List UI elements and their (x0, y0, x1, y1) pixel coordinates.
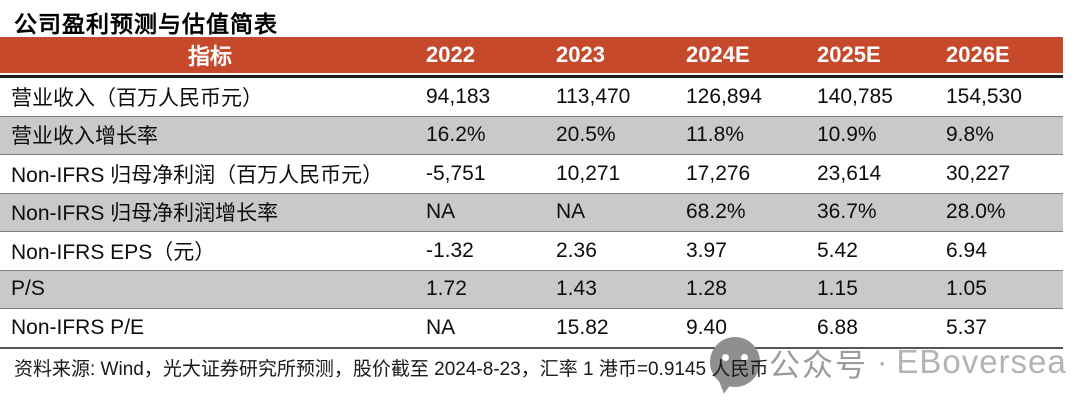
watermark-separator: · (877, 344, 888, 379)
row-label: P/S (11, 277, 45, 301)
row-value: 17,276 (686, 161, 751, 185)
watermark: 公众号 · EBoversea (710, 337, 1067, 387)
row-value: 1.28 (686, 277, 727, 301)
row-label: Non-IFRS 归母净利润（百万人民币元） (11, 163, 384, 187)
row-value: 16.2% (426, 123, 486, 147)
row-value: NA (556, 200, 586, 224)
row-value: NA (426, 200, 456, 224)
row-value: 10.9% (817, 123, 877, 147)
row-value: 6.88 (817, 315, 858, 339)
row-value: 68.2% (686, 200, 746, 224)
row-value: 5.42 (817, 238, 858, 262)
row-value: 126,894 (686, 84, 762, 108)
row-value: 154,530 (946, 84, 1022, 108)
table-header-row: 指标 2022 2023 2024E 2025E 2026E (0, 37, 1063, 73)
row-value: -5,751 (426, 161, 486, 185)
row-value: 28.0% (946, 200, 1006, 224)
row-value: 10,271 (556, 161, 621, 185)
watermark-label: 公众号 (769, 347, 868, 383)
table-row: 营业收入（百万人民币元） 94,183 113,470 126,894 140,785 1… (0, 77, 1063, 116)
forecast-valuation-table: 指标 2022 2023 2024E 2025E 2026E 营业收入（百万人民币元） 9… (0, 37, 1063, 349)
row-value: 9.8% (946, 123, 994, 147)
table-row: Non-IFRS 归母净利润增长率 NA NA 68.2% 36.7% 28.0% (0, 193, 1063, 232)
header-underline (0, 75, 1063, 78)
row-value: 36.7% (817, 200, 877, 224)
table-row: Non-IFRS P/E NA 15.82 9.40 6.88 5.37 (0, 308, 1063, 347)
table-row: Non-IFRS 归母净利润（百万人民币元） -5,751 10,271 17,276… (0, 154, 1063, 193)
table-row: P/S 1.72 1.43 1.28 1.15 1.05 (0, 270, 1063, 309)
row-value: 140,785 (817, 84, 893, 108)
row-value: 94,183 (426, 84, 491, 108)
row-value: NA (426, 315, 456, 339)
header-year: 2026E (946, 42, 1010, 67)
row-value: 6.94 (946, 238, 987, 262)
header-year: 2025E (817, 42, 881, 67)
source-note: 资料来源: Wind，光大证券研究所预测，股价截至 2024-8-23，汇率 1… (14, 359, 769, 380)
header-indicator: 指标 (187, 44, 232, 69)
row-value: 30,227 (946, 161, 1011, 185)
row-value: 2.36 (556, 238, 597, 262)
row-label: 营业收入（百万人民币元） (11, 86, 263, 110)
row-value: 23,614 (817, 161, 882, 185)
row-label: 营业收入增长率 (11, 125, 158, 149)
row-value: 3.97 (686, 238, 727, 262)
row-value: 1.15 (817, 277, 858, 301)
header-year: 2024E (686, 42, 750, 67)
row-value: 9.40 (686, 315, 727, 339)
table-bottom-border (0, 347, 1063, 349)
header-year: 2022 (426, 42, 475, 67)
table-body: 营业收入（百万人民币元） 94,183 113,470 126,894 140,785 1… (0, 77, 1063, 347)
row-value: 5.37 (946, 315, 987, 339)
row-value: 1.72 (426, 277, 467, 301)
table-row: Non-IFRS EPS（元） -1.32 2.36 3.97 5.42 6.94 (0, 231, 1063, 270)
row-value: 20.5% (556, 123, 616, 147)
row-label: Non-IFRS P/E (11, 315, 145, 339)
row-value: -1.32 (426, 238, 474, 262)
row-value: 11.8% (686, 123, 744, 147)
wechat-official-account-icon (710, 337, 760, 387)
page-title: 公司盈利预测与估值简表 (14, 11, 278, 37)
watermark-brand: EBoversea (896, 343, 1067, 380)
header-year: 2023 (556, 42, 605, 67)
row-value: 1.43 (556, 277, 597, 301)
row-value: 1.05 (946, 277, 987, 301)
row-value: 113,470 (556, 84, 631, 108)
table-row: 营业收入增长率 16.2% 20.5% 11.8% 10.9% 9.8% (0, 116, 1063, 155)
row-label: Non-IFRS 归母净利润增长率 (11, 202, 279, 226)
row-value: 15.82 (556, 315, 609, 339)
row-label: Non-IFRS EPS（元） (11, 240, 216, 264)
